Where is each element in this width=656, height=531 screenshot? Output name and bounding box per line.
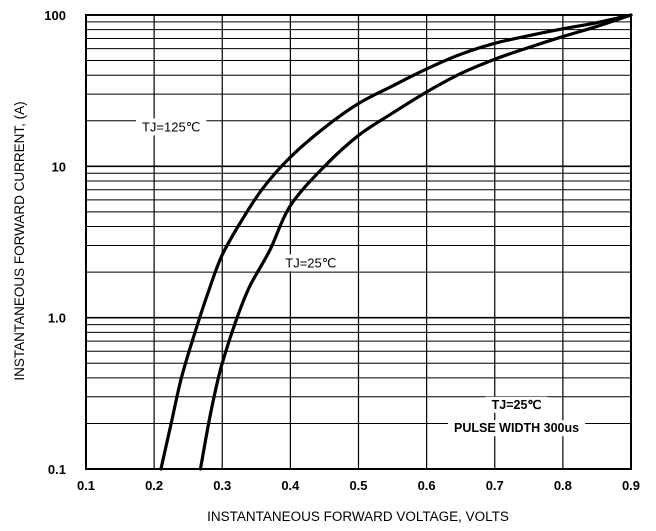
annotations: TJ=125℃ TJ=25℃ TJ=25℃ PULSE WIDTH 300us (142, 119, 579, 435)
y-tick-labels: 0.1 1.0 10 100 (44, 8, 66, 477)
y-tick-label: 0.1 (48, 462, 66, 477)
x-tick-label: 0.7 (486, 478, 504, 493)
grid-lines (86, 15, 631, 469)
x-tick-label: 0.5 (349, 478, 367, 493)
x-tick-label: 0.1 (77, 478, 95, 493)
annotation-background (485, 396, 548, 413)
series-curves (159, 13, 633, 471)
annotation-backgrounds (135, 118, 586, 437)
y-tick-label: 100 (44, 8, 66, 23)
x-axis-label: INSTANTANEOUS FORWARD VOLTAGE, VOLTS (207, 509, 509, 524)
x-tick-label: 0.6 (418, 478, 436, 493)
annotation-label: TJ=25℃ (492, 398, 542, 412)
annotation-label: PULSE WIDTH 300us (454, 421, 579, 435)
x-tick-label: 0.9 (622, 478, 640, 493)
x-tick-label: 0.3 (213, 478, 231, 493)
series-curve-tj-25c (198, 13, 633, 471)
y-tick-label: 1.0 (48, 311, 66, 326)
plot-frame (85, 14, 632, 470)
y-axis-label: INSTANTANEOUS FORWARD CURRENT, (A) (12, 101, 27, 380)
y-tick-label: 10 (52, 159, 66, 174)
x-tick-label: 0.8 (554, 478, 572, 493)
annotation-background (135, 118, 207, 136)
x-tick-labels: 0.1 0.2 0.3 0.4 0.5 0.6 0.7 0.8 0.9 (77, 478, 640, 493)
annotation-label: TJ=125℃ (142, 119, 200, 134)
annotation-background (279, 254, 343, 272)
annotation-background (448, 420, 586, 437)
x-tick-label: 0.2 (145, 478, 163, 493)
series-curve-tj-125c (159, 13, 633, 471)
annotation-label: TJ=25℃ (285, 255, 336, 270)
x-tick-label: 0.4 (281, 478, 300, 493)
